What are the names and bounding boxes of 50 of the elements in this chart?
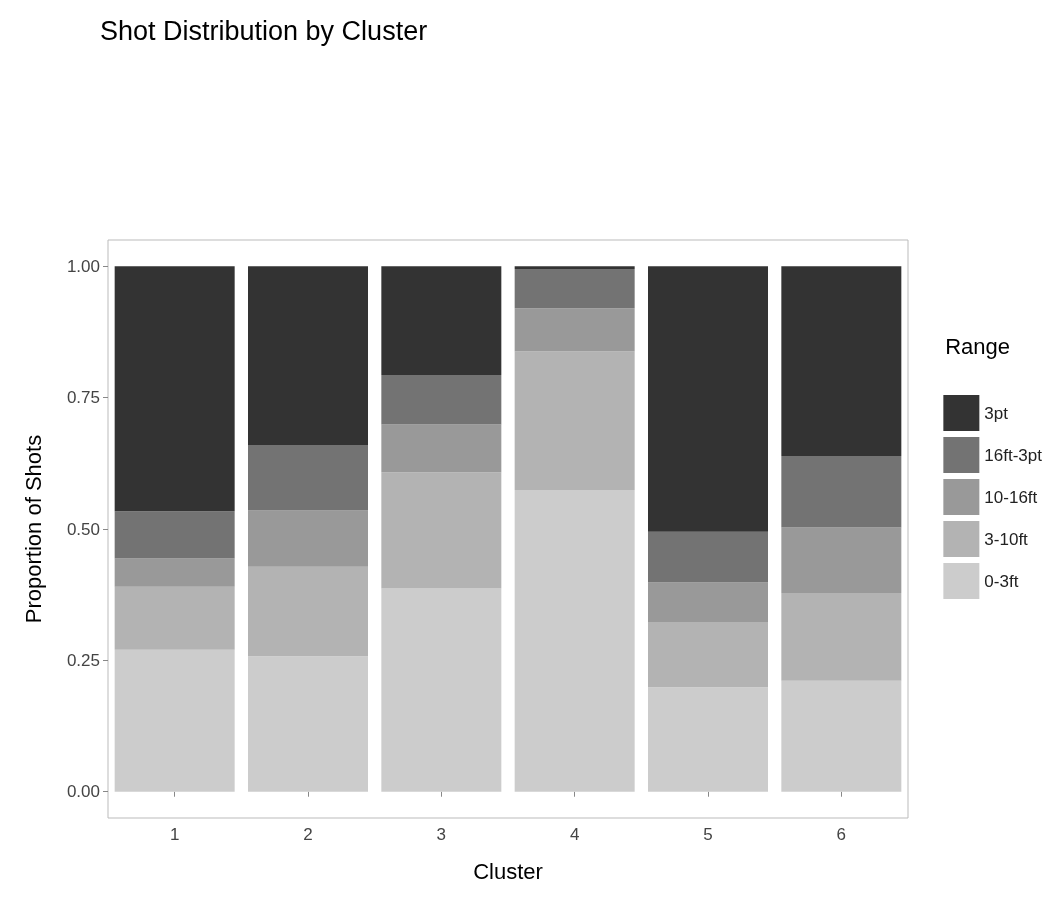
bar <box>114 558 235 587</box>
bar <box>114 511 235 559</box>
legend-label: 3-10ft <box>984 529 1029 549</box>
bar <box>648 687 768 792</box>
x-tick-label: 6 <box>836 825 847 844</box>
bar <box>648 582 768 623</box>
bar <box>648 622 768 688</box>
bar <box>781 680 902 792</box>
x-axis-title: Cluster <box>473 858 543 884</box>
y-tick-label: 0.00 <box>66 782 100 802</box>
bar <box>381 424 502 473</box>
bar <box>781 527 902 594</box>
bar <box>514 490 635 792</box>
y-tick-label: 0.50 <box>66 519 100 539</box>
bar <box>114 649 235 792</box>
x-tick-label: 2 <box>303 825 313 844</box>
bar <box>514 266 635 269</box>
bar <box>381 588 502 792</box>
bar <box>248 266 368 445</box>
bar <box>514 351 635 491</box>
bar <box>114 266 235 512</box>
legend-label: 3pt <box>984 403 1009 423</box>
bar <box>781 593 902 681</box>
bar <box>781 455 902 528</box>
bar <box>381 266 502 376</box>
bar <box>381 375 502 425</box>
bar <box>248 510 368 567</box>
bar <box>781 266 902 456</box>
y-tick-label: 0.25 <box>66 650 100 670</box>
bar <box>114 586 235 650</box>
bar <box>381 472 502 589</box>
bar <box>514 268 635 309</box>
x-tick-label: 1 <box>169 825 180 844</box>
chart-title: Shot Distribution by Cluster <box>100 15 428 46</box>
bar <box>648 531 768 583</box>
bar <box>248 444 368 511</box>
x-tick-label: 5 <box>703 825 713 844</box>
y-axis-title: Proportion of Shots <box>20 434 46 624</box>
bar <box>248 656 368 792</box>
y-tick-label: 1.00 <box>66 256 100 276</box>
bar <box>248 566 368 657</box>
bar <box>648 266 768 532</box>
x-tick-label: 4 <box>569 825 580 844</box>
x-tick-label: 3 <box>436 825 447 844</box>
legend-title: Range <box>945 333 1011 359</box>
legend-label: 10-16ft <box>984 487 1038 507</box>
bar <box>514 308 635 352</box>
y-tick-label: 0.75 <box>66 388 100 408</box>
legend-label: 0-3ft <box>984 571 1019 591</box>
legend-label: 16ft-3pt <box>984 445 1043 465</box>
